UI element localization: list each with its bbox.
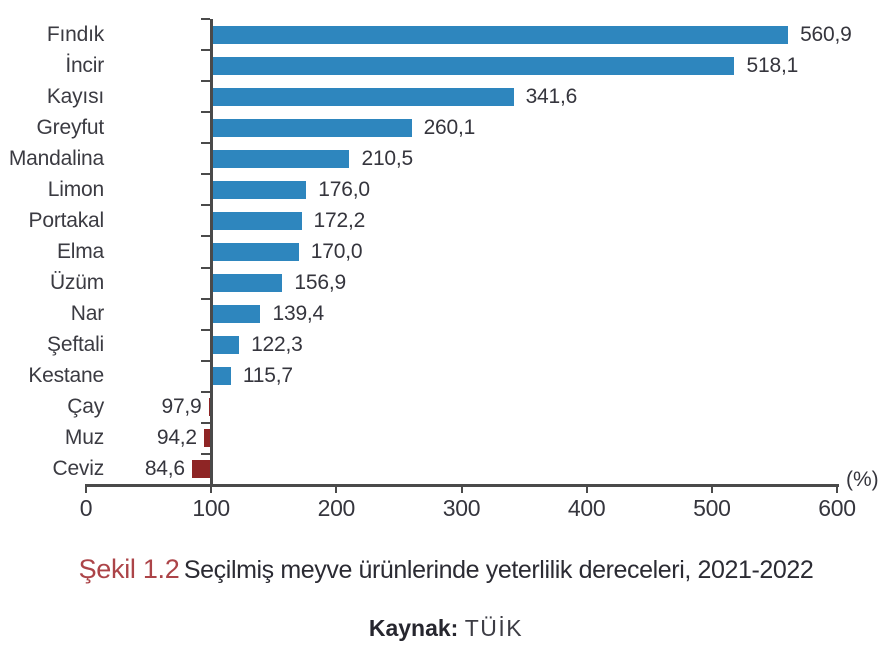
y-axis-tick <box>201 111 211 114</box>
value-label: 518,1 <box>746 53 799 77</box>
y-axis-tick <box>201 297 211 300</box>
category-label: Mandalina <box>8 146 104 170</box>
bar <box>208 398 212 417</box>
bar <box>211 336 240 355</box>
category-label: Greyfut <box>36 115 105 139</box>
figure-number: Şekil 1.2 <box>78 554 180 584</box>
bar <box>211 180 307 199</box>
value-label: 139,4 <box>272 302 325 326</box>
source-line: Kaynak: TÜİK <box>0 615 892 642</box>
value-label: 115,7 <box>242 364 293 388</box>
x-axis-tick <box>210 485 213 493</box>
value-label: 97,9 <box>161 395 202 419</box>
value-label: 341,6 <box>525 84 578 108</box>
bar <box>211 25 789 44</box>
x-tick-label: 0 <box>79 495 93 521</box>
bar <box>211 243 299 261</box>
bar <box>211 211 302 230</box>
x-axis-tick <box>335 485 338 493</box>
category-label: Üzüm <box>49 271 104 295</box>
category-label: Şeftali <box>47 333 104 357</box>
category-label: Kayısı <box>46 84 104 108</box>
bar <box>191 460 212 479</box>
bar <box>211 305 261 324</box>
value-label: 172,2 <box>313 208 366 232</box>
y-axis-tick <box>201 142 211 145</box>
value-label: 260,1 <box>423 115 476 139</box>
y-axis-tick <box>201 452 211 455</box>
category-label: Ceviz <box>52 457 104 481</box>
category-label: Kestane <box>28 364 104 388</box>
source-value: TÜİK <box>464 615 524 641</box>
bar <box>211 367 231 386</box>
category-label: Portakal <box>28 208 105 232</box>
x-tick-label: 600 <box>818 495 856 521</box>
bar <box>203 429 212 448</box>
x-tick-label: 100 <box>192 495 230 521</box>
bar <box>211 274 283 293</box>
bar <box>211 87 514 106</box>
category-label: Fındık <box>46 22 104 46</box>
bar-chart: (%) Fındık 560,9 İncir 518,1 Kayısı 341,6 Grey… <box>8 18 879 521</box>
x-tick-label: 300 <box>442 495 481 521</box>
x-tick-label: 400 <box>567 495 606 521</box>
x-axis-tick <box>585 485 588 493</box>
value-label: 94,2 <box>156 426 197 450</box>
y-axis-tick <box>201 266 211 269</box>
y-axis-tick <box>201 421 211 424</box>
x-axis-tick <box>460 485 463 493</box>
source-label: Kaynak: <box>368 615 459 641</box>
y-axis-tick <box>201 49 211 52</box>
y-axis-tick <box>201 204 211 207</box>
x-axis-tick <box>836 485 839 493</box>
y-axis-tick <box>201 359 211 362</box>
x-tick-label: 200 <box>317 495 356 521</box>
y-axis-tick <box>201 173 211 176</box>
x-axis-unit-label: (%) <box>846 468 879 491</box>
y-axis-tick <box>201 235 211 238</box>
y-axis-tick <box>201 80 211 83</box>
x-tick-label: 500 <box>693 495 731 521</box>
value-label: 560,9 <box>800 22 852 46</box>
value-label: 170,0 <box>310 240 363 263</box>
value-label: 210,5 <box>361 146 414 170</box>
y-axis-tick <box>201 484 211 486</box>
bar <box>211 149 350 168</box>
value-label: 176,0 <box>318 177 370 201</box>
category-label: Elma <box>56 240 104 263</box>
category-label: İncir <box>65 53 104 77</box>
bar <box>211 118 412 137</box>
value-label: 156,9 <box>294 271 346 295</box>
value-label: 122,3 <box>251 333 303 357</box>
category-label: Limon <box>47 177 104 201</box>
category-label: Çay <box>67 395 104 419</box>
category-label: Muz <box>64 426 104 450</box>
y-axis-tick <box>201 18 211 20</box>
category-label: Nar <box>70 302 104 326</box>
y-axis-tick <box>201 390 211 393</box>
y-axis-line <box>210 19 213 487</box>
x-axis-tick <box>710 485 713 493</box>
figure-title: Seçilmiş meyve ürünlerinde yeterlilik de… <box>183 556 814 584</box>
x-axis-tick <box>85 485 87 493</box>
bar <box>211 56 735 75</box>
figure-caption: Şekil 1.2 Seçilmiş meyve ürünlerinde yet… <box>0 554 892 585</box>
value-label: 84,6 <box>144 457 185 481</box>
y-axis-tick <box>201 328 211 331</box>
